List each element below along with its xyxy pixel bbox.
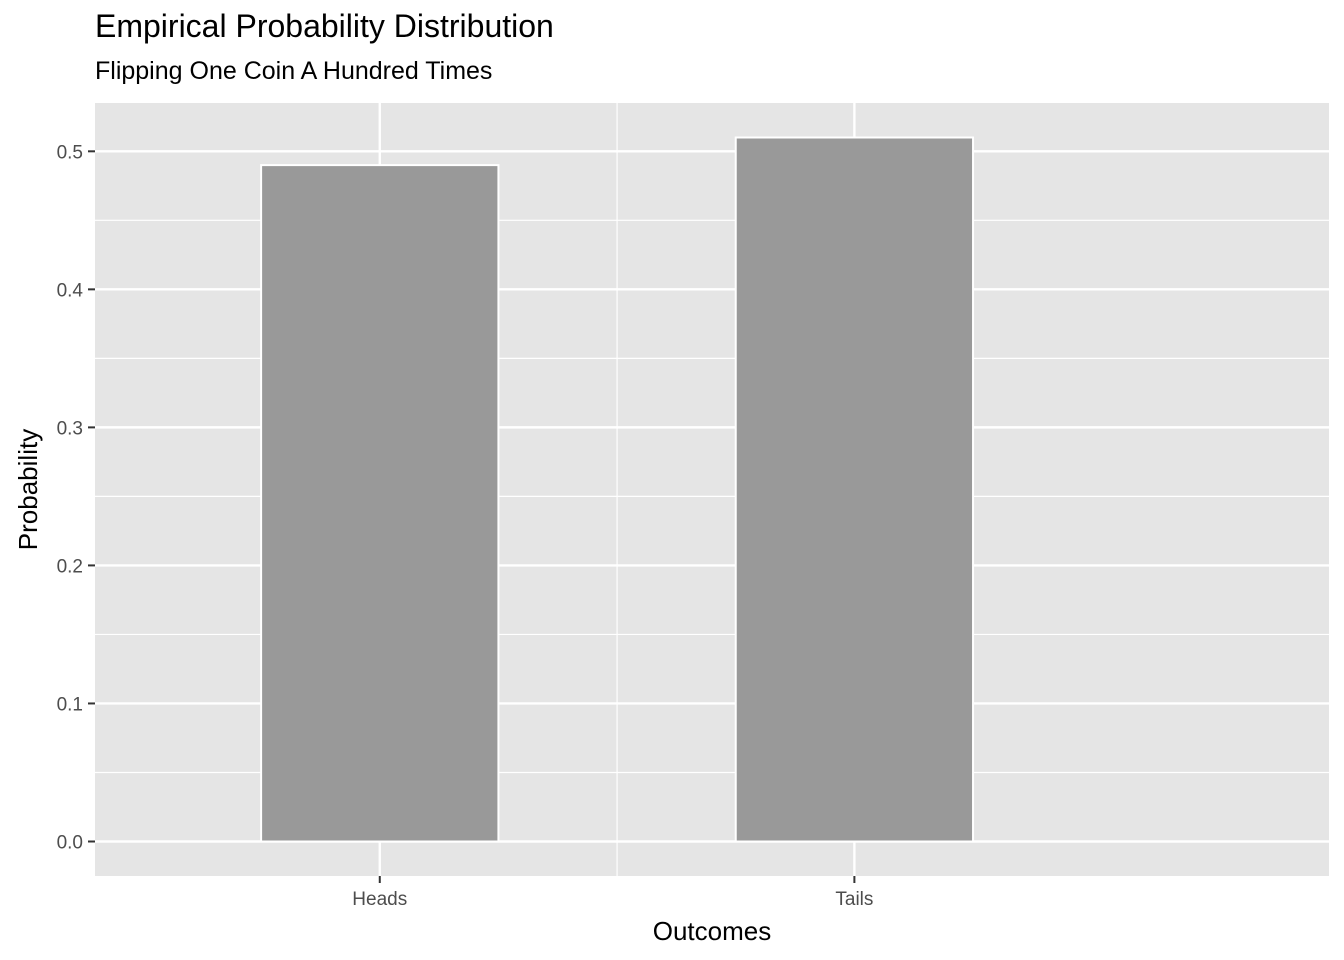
y-axis-title: Probability (13, 429, 43, 550)
chart-subtitle: Flipping One Coin A Hundred Times (95, 57, 493, 85)
x-tick-label-heads: Heads (352, 889, 407, 910)
y-tick-label: 0.5 (57, 142, 83, 163)
chart-title: Empirical Probability Distribution (95, 8, 554, 44)
y-tick-label: 0.2 (57, 556, 83, 577)
y-tick-label: 0.1 (57, 694, 83, 715)
bar-tails (734, 136, 975, 843)
y-tick-label: 0.0 (57, 832, 83, 853)
y-axis: 0.0 0.1 0.2 0.3 0.4 0.5 (57, 142, 95, 853)
y-tick-label: 0.3 (57, 418, 83, 439)
x-tick-label-tails: Tails (835, 889, 873, 910)
bars (260, 136, 975, 843)
x-axis-title: Outcomes (653, 916, 772, 946)
y-tick-label: 0.4 (57, 280, 84, 301)
x-axis: Heads Tails (352, 876, 873, 910)
bar-heads (260, 164, 500, 843)
